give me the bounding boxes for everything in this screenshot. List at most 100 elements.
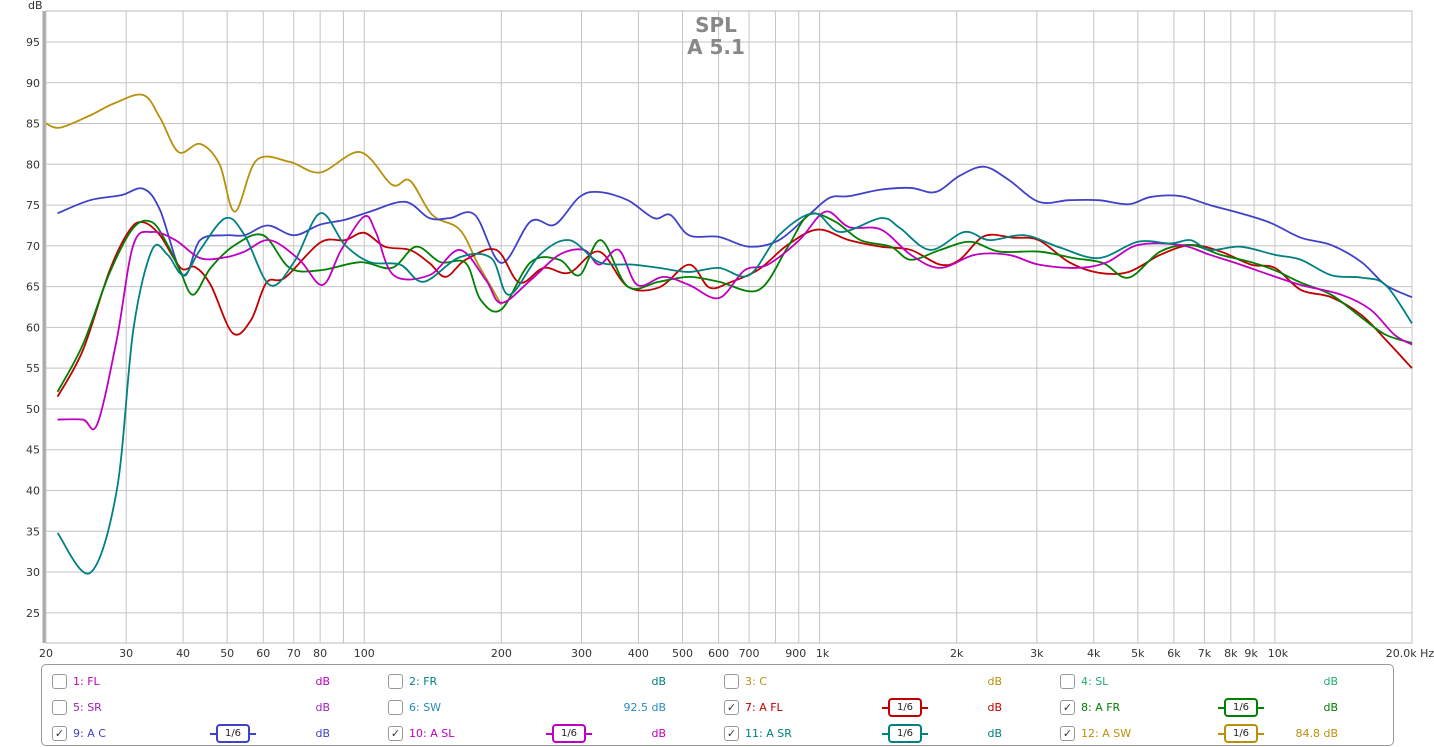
y-tick-label: 40 <box>26 485 40 498</box>
smoothing-value: 1/6 <box>896 728 914 739</box>
y-tick-label: 55 <box>26 362 40 375</box>
y-tick-label: 80 <box>26 158 40 171</box>
trace-label[interactable]: 12: A SW <box>1081 727 1132 740</box>
trace-label[interactable]: 11: A SR <box>745 727 792 740</box>
trace-label[interactable]: 2: FR <box>409 675 438 688</box>
legend-row: ✓ 9: A C 1/6 dB ✓ 10: A SL 1/6 dB ✓ 11: A SR 1/6 dB… <box>42 721 1393 747</box>
trace-label[interactable]: 4: SL <box>1081 675 1109 688</box>
visibility-checkbox[interactable] <box>1060 674 1075 689</box>
x-tick-label: 400 <box>628 647 649 660</box>
x-tick-label: 100 <box>354 647 375 660</box>
tick-labels: 25 30 35 40 45 50 55 60 65 70 75 80 85 90 95 20 30 40 50 60… <box>26 36 1434 660</box>
x-tick-label: 9k <box>1244 647 1258 660</box>
visibility-checkbox[interactable] <box>52 700 67 715</box>
x-tick-label: 2k <box>950 647 964 660</box>
x-tick-label: 5k <box>1131 647 1145 660</box>
series-line-9-a-c <box>57 165 1413 299</box>
x-tick-label: 300 <box>571 647 592 660</box>
legend-item: ✓ 9: A C 1/6 dB <box>42 721 378 747</box>
y-tick-label: 60 <box>26 321 40 334</box>
series-line-7-a-fl <box>56 221 1413 398</box>
smoothing-badge[interactable]: 1/6 <box>210 724 256 743</box>
y-tick-label: 50 <box>26 403 40 416</box>
legend-row: 1: FL dB 2: FR dB 3: C dB 4: SL dB <box>42 669 1393 695</box>
x-tick-label: 50 <box>220 647 234 660</box>
smoothing-value: 1/6 <box>224 728 242 739</box>
visibility-checkbox[interactable] <box>52 674 67 689</box>
trace-value: dB <box>987 727 1002 740</box>
legend-row: 5: SR dB 6: SW 92.5 dB ✓ 7: A FL 1/6 dB ✓ 8: A FR… <box>42 695 1393 721</box>
trace-value: 84.8 dB <box>1295 727 1338 740</box>
x-tick-label: 600 <box>708 647 729 660</box>
visibility-checkbox[interactable]: ✓ <box>724 700 739 715</box>
x-tick-label: 8k <box>1224 647 1238 660</box>
x-tick-label: 700 <box>739 647 760 660</box>
smoothing-badge[interactable]: 1/6 <box>882 724 928 743</box>
x-tick-label: 4k <box>1087 647 1101 660</box>
x-tick-label: 6k <box>1167 647 1181 660</box>
smoothing-badge[interactable]: 1/6 <box>546 724 592 743</box>
trace-value: 92.5 dB <box>623 701 666 714</box>
legend-item: 2: FR dB <box>378 669 714 695</box>
visibility-checkbox[interactable] <box>724 674 739 689</box>
trace-label[interactable]: 3: C <box>745 675 767 688</box>
y-tick-label: 85 <box>26 118 40 131</box>
x-tick-label: 7k <box>1198 647 1212 660</box>
trace-value: dB <box>315 701 330 714</box>
trace-value: dB <box>315 727 330 740</box>
trace-value: dB <box>987 675 1002 688</box>
y-tick-label: 25 <box>26 607 40 620</box>
visibility-checkbox[interactable] <box>388 674 403 689</box>
trace-value: dB <box>1323 675 1338 688</box>
y-tick-label: 75 <box>26 199 40 212</box>
x-tick-label: 500 <box>672 647 693 660</box>
y-tick-label: 45 <box>26 444 40 457</box>
smoothing-value: 1/6 <box>560 728 578 739</box>
x-tick-label: 200 <box>491 647 512 660</box>
series-line-11-a-sr <box>56 212 1413 575</box>
x-tick-label: 20.0k Hz <box>1386 647 1434 660</box>
x-tick-label: 60 <box>256 647 270 660</box>
legend-item: ✓ 12: A SW 1/6 84.8 dB <box>1050 721 1386 747</box>
legend-item: ✓ 8: A FR 1/6 dB <box>1050 695 1386 721</box>
trace-value: dB <box>315 675 330 688</box>
legend-item: 4: SL dB <box>1050 669 1386 695</box>
trace-label[interactable]: 6: SW <box>409 701 442 714</box>
smoothing-badge[interactable]: 1/6 <box>1218 698 1264 717</box>
y-tick-label: 95 <box>26 36 40 49</box>
x-tick-label: 80 <box>313 647 327 660</box>
legend-item: ✓ 10: A SL 1/6 dB <box>378 721 714 747</box>
legend-item: ✓ 7: A FL 1/6 dB <box>714 695 1050 721</box>
chart-subtitle: A 5.1 <box>687 35 745 59</box>
trace-label[interactable]: 1: FL <box>73 675 100 688</box>
y-tick-label: 35 <box>26 525 40 538</box>
visibility-checkbox[interactable]: ✓ <box>1060 700 1075 715</box>
x-tick-label: 40 <box>176 647 190 660</box>
smoothing-badge[interactable]: 1/6 <box>882 698 928 717</box>
trace-label[interactable]: 7: A FL <box>745 701 783 714</box>
smoothing-value: 1/6 <box>1232 702 1250 713</box>
legend-panel: 1: FL dB 2: FR dB 3: C dB 4: SL dB 5: SR dB 6: SW 9… <box>41 664 1394 746</box>
legend-item: 3: C dB <box>714 669 1050 695</box>
legend-item: 5: SR dB <box>42 695 378 721</box>
x-tick-label: 70 <box>287 647 301 660</box>
trace-label[interactable]: 8: A FR <box>1081 701 1121 714</box>
spl-chart: 25 30 35 40 45 50 55 60 65 70 75 80 85 90 95 20 30 40 50 60… <box>26 0 1434 660</box>
legend-item: 1: FL dB <box>42 669 378 695</box>
series-line-10-a-sl <box>57 210 1413 431</box>
visibility-checkbox[interactable]: ✓ <box>724 726 739 741</box>
x-tick-label: 3k <box>1030 647 1044 660</box>
y-tick-label: 30 <box>26 566 40 579</box>
visibility-checkbox[interactable]: ✓ <box>1060 726 1075 741</box>
trace-value: dB <box>1323 701 1338 714</box>
trace-label[interactable]: 9: A C <box>73 727 106 740</box>
legend-item: 6: SW 92.5 dB <box>378 695 714 721</box>
visibility-checkbox[interactable] <box>388 700 403 715</box>
smoothing-badge[interactable]: 1/6 <box>1218 724 1264 743</box>
x-tick-label: 20 <box>39 647 53 660</box>
grid <box>42 10 1413 644</box>
trace-label[interactable]: 5: SR <box>73 701 102 714</box>
visibility-checkbox[interactable]: ✓ <box>52 726 67 741</box>
trace-label[interactable]: 10: A SL <box>409 727 455 740</box>
visibility-checkbox[interactable]: ✓ <box>388 726 403 741</box>
